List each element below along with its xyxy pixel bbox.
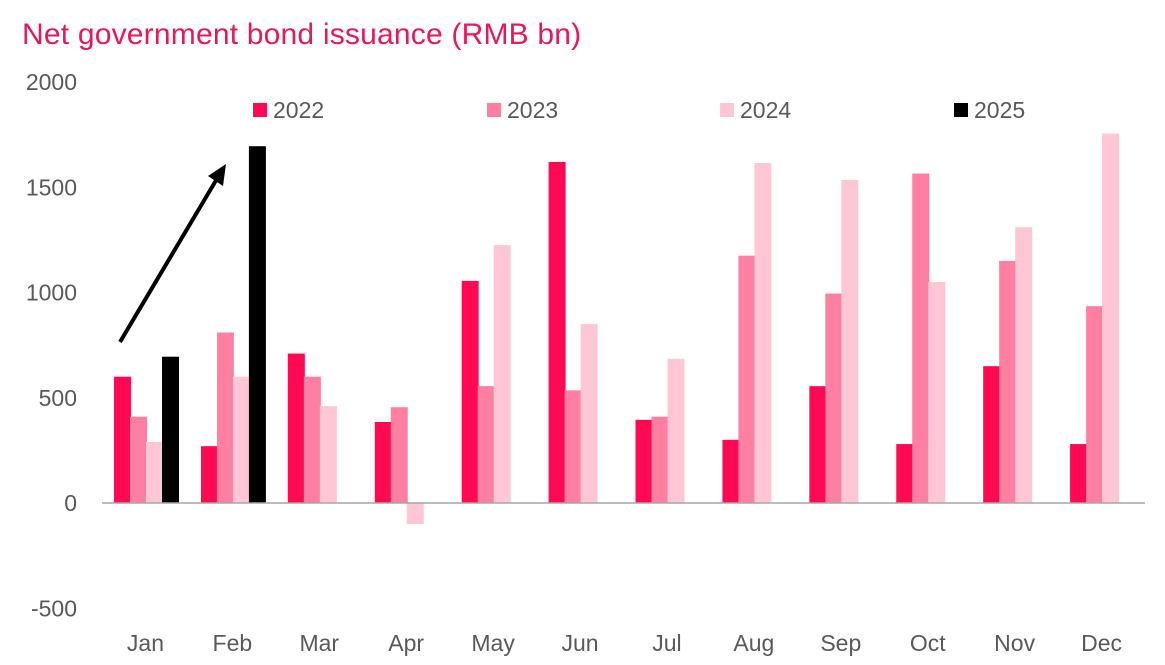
- bar-2024-mar: [319, 406, 337, 503]
- bar-2022-apr: [374, 421, 392, 503]
- legend-label-2022: 2022: [273, 97, 324, 123]
- y-tick-label: 1000: [26, 280, 77, 306]
- legend-swatch-2024: [720, 103, 734, 117]
- bar-2022-jun: [548, 161, 566, 504]
- bar-2022-may: [461, 280, 479, 503]
- legend-swatch-2025: [954, 103, 968, 117]
- bar-2025-jan: [162, 356, 179, 503]
- bar-2022-oct: [896, 444, 914, 503]
- bar-2024-jan: [146, 441, 163, 503]
- y-tick-label: 2000: [26, 69, 77, 95]
- arrow-head: [208, 164, 226, 186]
- bar-2022-jul: [635, 419, 653, 503]
- y-tick-label: 500: [39, 385, 77, 411]
- x-tick-label: Dec: [1081, 630, 1122, 656]
- bar-2024-aug: [754, 163, 772, 504]
- bar-2023-apr: [390, 407, 408, 503]
- chart-title: Net government bond issuance (RMB bn): [22, 18, 582, 51]
- x-tick-label: Jan: [127, 630, 164, 656]
- bar-2023-jan: [130, 416, 147, 503]
- bar-2024-sep: [841, 179, 859, 503]
- bar-2023-jul: [651, 416, 669, 503]
- y-tick-label: 0: [64, 490, 77, 516]
- bar-2023-dec: [1086, 306, 1104, 503]
- bar-2023-mar: [303, 376, 321, 503]
- legend-label-2023: 2023: [507, 97, 558, 123]
- bar-2024-jun: [580, 324, 598, 503]
- bar-2024-oct: [928, 281, 946, 503]
- bar-2024-dec: [1102, 133, 1120, 503]
- bar-2023-jun: [564, 390, 582, 503]
- x-tick-label: Jul: [652, 630, 681, 656]
- legend-swatch-2022: [253, 103, 267, 117]
- annotation-arrow: [118, 164, 226, 344]
- bar-2022-sep: [809, 386, 827, 503]
- bar-2023-nov: [999, 260, 1017, 503]
- bar-2022-mar: [287, 353, 305, 503]
- bar-2024-feb: [232, 376, 250, 503]
- x-tick-label: Nov: [994, 630, 1035, 656]
- legend: 2022 2023 2024 2025: [253, 97, 1025, 123]
- bar-2023-sep: [825, 293, 843, 503]
- bar-2025-feb: [248, 146, 266, 503]
- y-axis: -500 0 500 1000 1500 2000: [26, 69, 77, 621]
- bar-2024-jul: [667, 358, 685, 503]
- legend-label-2025: 2025: [974, 97, 1025, 123]
- y-tick-label: 1500: [26, 174, 77, 200]
- x-axis: Jan Feb Mar Apr May Jun Jul Aug Sep Oct Nov Dec: [102, 502, 1145, 656]
- bar-2024-apr: [406, 503, 424, 525]
- bar-2023-oct: [912, 173, 930, 503]
- x-tick-label: Aug: [733, 630, 774, 656]
- bar-2023-feb: [216, 332, 234, 503]
- x-tick-label: Apr: [388, 630, 424, 656]
- legend-label-2024: 2024: [740, 97, 791, 123]
- legend-swatch-2023: [487, 103, 501, 117]
- x-tick-label: Mar: [299, 630, 339, 656]
- bar-2024-may: [493, 245, 511, 503]
- bars: [114, 133, 1120, 525]
- x-tick-label: Oct: [910, 630, 946, 656]
- x-tick-label: Feb: [213, 630, 253, 656]
- bar-2022-aug: [722, 439, 740, 503]
- bar-2024-nov: [1015, 227, 1033, 503]
- y-tick-label: -500: [31, 595, 77, 621]
- bar-2023-aug: [738, 255, 756, 503]
- bar-2022-feb: [200, 446, 218, 503]
- x-tick-label: Jun: [561, 630, 598, 656]
- arrow-shaft: [118, 175, 220, 344]
- x-tick-label: Sep: [820, 630, 861, 656]
- bar-2023-may: [477, 386, 495, 503]
- bar-2022-nov: [983, 366, 1001, 503]
- bar-2022-dec: [1070, 444, 1088, 503]
- bar-2022-jan: [114, 376, 131, 503]
- x-tick-label: May: [471, 630, 515, 656]
